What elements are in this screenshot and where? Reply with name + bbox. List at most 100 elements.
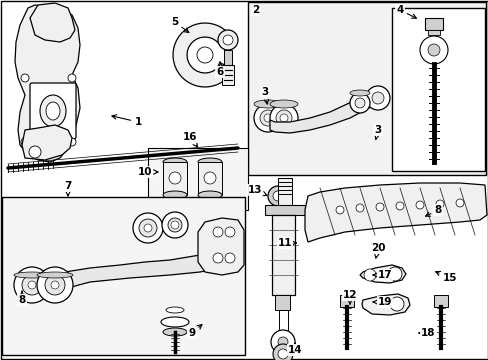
Circle shape — [395, 202, 403, 210]
Circle shape — [389, 297, 403, 311]
Bar — [339, 295, 353, 307]
Circle shape — [171, 221, 179, 229]
Ellipse shape — [165, 307, 183, 313]
Polygon shape — [279, 310, 287, 340]
Ellipse shape — [163, 158, 186, 166]
Circle shape — [213, 253, 223, 263]
Text: 12: 12 — [342, 290, 357, 304]
Circle shape — [335, 206, 343, 214]
Polygon shape — [269, 92, 379, 133]
Ellipse shape — [163, 328, 186, 336]
Polygon shape — [173, 23, 233, 87]
Polygon shape — [274, 295, 289, 310]
Text: 20: 20 — [370, 243, 385, 258]
Circle shape — [224, 253, 235, 263]
Bar — [391, 8, 484, 171]
Text: 6: 6 — [216, 62, 223, 77]
Circle shape — [68, 74, 76, 82]
Circle shape — [213, 227, 223, 237]
Circle shape — [435, 200, 443, 208]
Circle shape — [387, 267, 401, 281]
Polygon shape — [30, 3, 75, 42]
Circle shape — [354, 98, 364, 108]
Circle shape — [419, 36, 447, 64]
Circle shape — [427, 44, 439, 56]
Circle shape — [280, 114, 287, 122]
Circle shape — [51, 281, 59, 289]
Text: 11: 11 — [277, 238, 296, 248]
Circle shape — [28, 281, 36, 289]
Bar — [148, 148, 247, 210]
Ellipse shape — [40, 95, 66, 127]
Text: 8: 8 — [425, 205, 441, 216]
Polygon shape — [198, 162, 222, 195]
Circle shape — [269, 104, 297, 132]
Circle shape — [133, 213, 163, 243]
Ellipse shape — [46, 102, 60, 120]
Text: 8: 8 — [19, 291, 25, 305]
Ellipse shape — [14, 272, 50, 278]
Circle shape — [260, 110, 275, 126]
Text: 19: 19 — [372, 297, 391, 307]
Polygon shape — [264, 205, 305, 215]
Circle shape — [272, 344, 292, 360]
Circle shape — [139, 219, 157, 237]
Text: 3: 3 — [261, 87, 268, 104]
Circle shape — [415, 201, 423, 209]
Text: 4: 4 — [395, 5, 416, 18]
Text: 3: 3 — [374, 125, 381, 139]
Ellipse shape — [349, 90, 369, 96]
Circle shape — [363, 269, 375, 281]
Text: 18: 18 — [418, 328, 434, 338]
Ellipse shape — [37, 272, 73, 278]
Circle shape — [355, 204, 363, 212]
Ellipse shape — [163, 191, 186, 199]
Ellipse shape — [161, 317, 189, 327]
Polygon shape — [15, 5, 80, 162]
Circle shape — [162, 212, 187, 238]
Circle shape — [218, 30, 238, 50]
Text: 1: 1 — [112, 115, 142, 127]
Circle shape — [68, 138, 76, 146]
Circle shape — [45, 275, 65, 295]
Circle shape — [375, 203, 383, 211]
Polygon shape — [198, 218, 244, 275]
Circle shape — [455, 199, 463, 207]
Circle shape — [223, 35, 232, 45]
Polygon shape — [163, 162, 186, 195]
Circle shape — [349, 93, 369, 113]
Polygon shape — [22, 125, 72, 160]
Polygon shape — [359, 265, 405, 283]
Circle shape — [272, 191, 283, 201]
Circle shape — [22, 275, 42, 295]
Bar — [424, 18, 442, 30]
Bar — [2, 197, 244, 355]
Polygon shape — [305, 183, 486, 242]
Ellipse shape — [198, 191, 222, 199]
Polygon shape — [271, 215, 294, 295]
Circle shape — [37, 267, 73, 303]
Bar — [433, 295, 447, 307]
Bar — [427, 30, 439, 35]
Text: 15: 15 — [435, 271, 456, 283]
Text: 16: 16 — [183, 132, 197, 147]
Text: 14: 14 — [287, 343, 302, 355]
Circle shape — [21, 138, 29, 146]
Polygon shape — [222, 65, 234, 85]
Polygon shape — [278, 178, 291, 205]
Circle shape — [29, 146, 41, 158]
Ellipse shape — [198, 158, 222, 166]
Circle shape — [270, 330, 294, 354]
Text: 2: 2 — [252, 5, 259, 15]
Polygon shape — [35, 244, 240, 298]
Text: 13: 13 — [247, 185, 266, 195]
Ellipse shape — [253, 100, 282, 108]
Text: 5: 5 — [171, 17, 188, 32]
Circle shape — [267, 186, 287, 206]
FancyBboxPatch shape — [30, 83, 76, 139]
Bar — [247, 2, 485, 175]
Text: 7: 7 — [64, 181, 72, 196]
Circle shape — [264, 114, 271, 122]
Ellipse shape — [269, 100, 297, 108]
Polygon shape — [361, 294, 409, 315]
